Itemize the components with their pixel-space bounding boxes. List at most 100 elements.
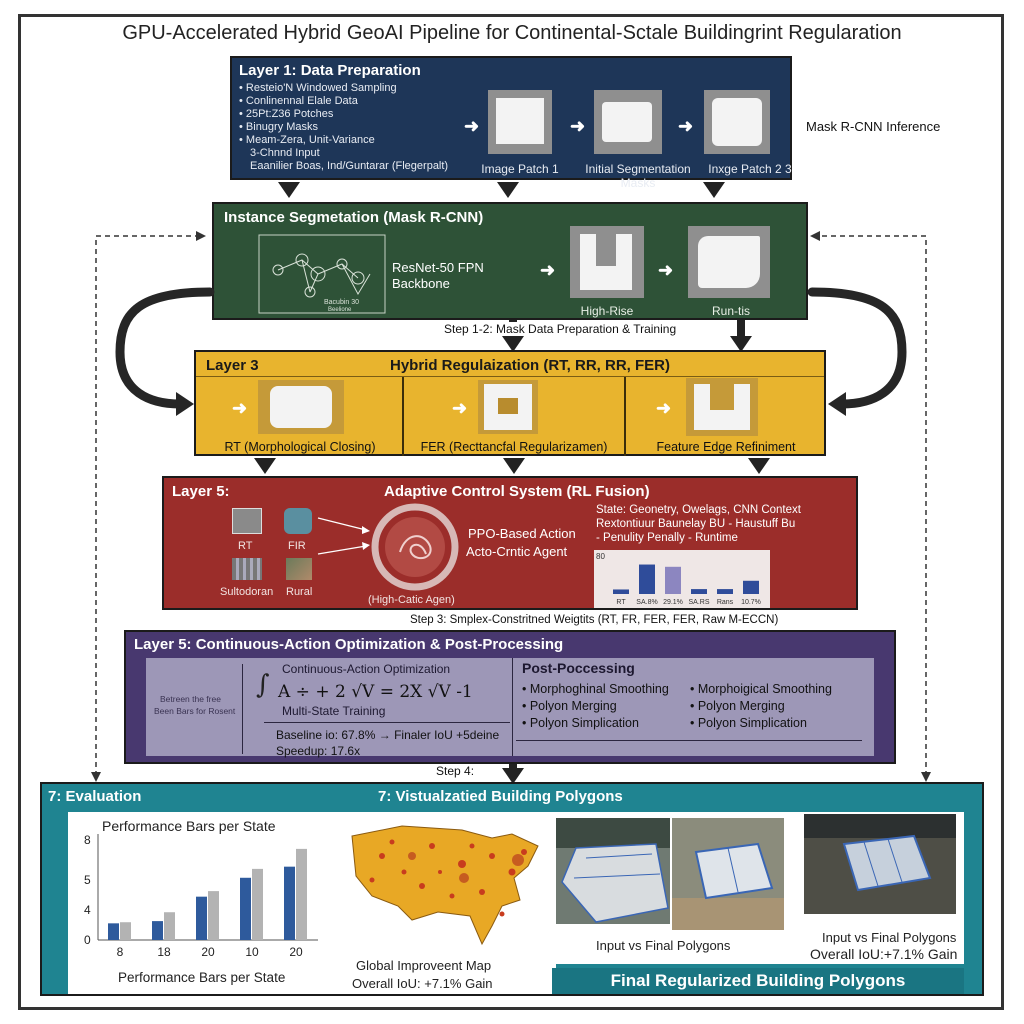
arrow-right-icon: ➜ bbox=[232, 398, 248, 418]
evaluation-panel: 7: Evaluation 7: Vistualzatied Building … bbox=[40, 782, 984, 996]
x-tick-label: 8 bbox=[117, 945, 124, 959]
us-map bbox=[351, 825, 539, 946]
bar bbox=[108, 923, 119, 940]
arrow-right-icon: ➜ bbox=[452, 398, 468, 418]
layer5-opt-panel: Layer 5: Continuous-Action Optimization … bbox=[124, 630, 896, 764]
x-tick-label: 20 bbox=[289, 945, 303, 959]
suburban-icon bbox=[232, 558, 262, 580]
photo-caption3: Overall IoU:+7.1% Gain bbox=[810, 946, 958, 962]
x-tick-label: SA.8% bbox=[636, 599, 657, 606]
eval-title: 7: Vistualzatied Building Polygons bbox=[378, 788, 623, 805]
left-note: Betreen the free bbox=[160, 694, 221, 704]
performance-chart: Performance Bars per State Performance B… bbox=[68, 812, 340, 994]
training-label: Multi-State Training bbox=[282, 704, 386, 718]
chart-xlabel: Performance Bars per State bbox=[118, 970, 286, 985]
diagram-label2: Beelione bbox=[328, 307, 352, 313]
icon-label-rt: RT bbox=[238, 540, 253, 552]
x-tick-label: 10 bbox=[245, 945, 259, 959]
backbone-label: ResNet-50 FPN bbox=[392, 260, 484, 275]
caption-feature-edge: Feature Edge Refiniment bbox=[656, 440, 796, 454]
agent-icon bbox=[371, 503, 459, 591]
bar bbox=[639, 564, 655, 594]
caption-rt: RT (Morphological Closing) bbox=[224, 440, 376, 454]
vertical-divider bbox=[242, 664, 243, 754]
diagram-label: Bacubin 30 bbox=[324, 299, 359, 306]
fir-icon bbox=[284, 508, 312, 534]
left-note2: Been Bars for Rosent bbox=[154, 706, 236, 716]
arrow-right-icon: ➜ bbox=[570, 116, 586, 136]
segmentation-mask bbox=[594, 90, 662, 154]
caption-segmentation-masks: Initial Segmentation Masks bbox=[585, 162, 691, 190]
pp-item: • Polyon Simplication bbox=[522, 716, 639, 730]
fer-mask bbox=[478, 380, 538, 434]
bar bbox=[240, 877, 251, 940]
hrule bbox=[264, 722, 510, 723]
x-tick-label: SA.RS bbox=[688, 599, 709, 606]
layer3-title: Hybrid Regulaization (RT, RR, RR, FER) bbox=[390, 357, 671, 374]
final-banner: Final Regularized Building Polygons bbox=[552, 968, 964, 994]
performance-chart-bars: 8 5 4 0 8 18 20 10 20 bbox=[84, 833, 318, 959]
layer5-rl-panel: Layer 5: Adaptive Control System (RL Fus… bbox=[162, 476, 858, 610]
layer1-title: Layer 1: Data Preparation bbox=[239, 62, 421, 79]
pp-item: • Polyon Merging bbox=[690, 699, 785, 713]
bar bbox=[120, 922, 131, 940]
speedup-text: Speedup: 17.6x bbox=[276, 744, 361, 758]
pp-item: • Polyon Merging bbox=[522, 699, 617, 713]
icon-label-suburban: Sultodoran bbox=[220, 586, 274, 598]
divider bbox=[624, 376, 626, 456]
bar bbox=[743, 580, 759, 594]
state-text: State: Geonetry, Owelags, CNN Context bbox=[596, 504, 801, 516]
arrow-down-icon bbox=[254, 458, 276, 474]
layer3-label: Layer 3 bbox=[206, 357, 259, 374]
rt-icon bbox=[232, 508, 262, 534]
arrow-down-icon bbox=[502, 336, 524, 352]
pp-title: Post-Poccessing bbox=[522, 660, 635, 676]
layer5-label: Layer 5: bbox=[172, 483, 230, 500]
feature-edge-mask bbox=[686, 378, 758, 436]
aerial-photo-input bbox=[556, 818, 670, 924]
arrow-down-icon bbox=[703, 182, 725, 198]
bar bbox=[296, 848, 307, 940]
y-tick-label: 8 bbox=[84, 833, 91, 847]
bar bbox=[164, 912, 175, 940]
x-tick-label: 10.7% bbox=[741, 599, 761, 606]
pp-item: • Morphoigical Smoothing bbox=[690, 682, 832, 696]
step-4-label: Step 4: bbox=[436, 764, 475, 778]
layer2-title: Instance Segmetation (Mask R-CNN) bbox=[224, 209, 484, 226]
layer3-panel: Layer 3 Hybrid Regulaization (RT, RR, RR… bbox=[194, 350, 826, 456]
arrow-down-icon bbox=[502, 768, 524, 784]
arrow-down-icon bbox=[503, 458, 525, 474]
page-title: GPU-Accelerated Hybrid GeoAI Pipeline fo… bbox=[122, 22, 902, 44]
agent-subtitle: Acto-Crntic Agent bbox=[466, 544, 568, 559]
divider bbox=[196, 376, 824, 377]
y-tick-label: 0 bbox=[84, 933, 91, 947]
icon-label-rural: Rural bbox=[286, 586, 313, 598]
vertical-divider bbox=[512, 658, 513, 756]
photo-caption2: Input vs Final Polygons bbox=[822, 930, 957, 945]
mask-rcnn-inference-label: Mask R-CNN Inference bbox=[806, 119, 941, 134]
x-tick-label: Rans bbox=[717, 599, 734, 606]
layer1-bullet: • Resteio'N Windowed Sampling bbox=[239, 82, 397, 94]
arrow-down-icon bbox=[748, 458, 770, 474]
arrow-right-icon: ➜ bbox=[658, 260, 674, 280]
opt-title: Continuous-Action Optimization bbox=[282, 662, 451, 676]
y-tick-label: 4 bbox=[84, 903, 91, 917]
arrow-down-icon bbox=[278, 182, 300, 198]
image-patch-1 bbox=[488, 90, 552, 154]
rt-mask bbox=[258, 380, 344, 434]
layer1-bullet: • Binugry Masks bbox=[239, 121, 319, 133]
icon-label-fir: FIR bbox=[288, 540, 306, 552]
agent-arrows bbox=[317, 517, 370, 555]
state-text2: Rextontiuur Baunelay BU - Haustuff Bu bbox=[596, 518, 796, 530]
agent-caption: (High-Catic Agen) bbox=[368, 594, 455, 606]
caption-image-patch-1: Image Patch 1 bbox=[481, 162, 559, 176]
layer1-bullet: • Meam-Zera, Unit-Variance bbox=[239, 134, 375, 146]
high-rise-mask bbox=[570, 226, 644, 298]
x-tick-label: 29.1% bbox=[663, 599, 683, 606]
eval-label: 7: Evaluation bbox=[48, 788, 142, 805]
hrule bbox=[516, 740, 862, 741]
pp-item: • Polyon Simplication bbox=[690, 716, 807, 730]
aerial-photo-final-2 bbox=[804, 814, 956, 914]
chart-title: Performance Bars per State bbox=[102, 818, 276, 834]
